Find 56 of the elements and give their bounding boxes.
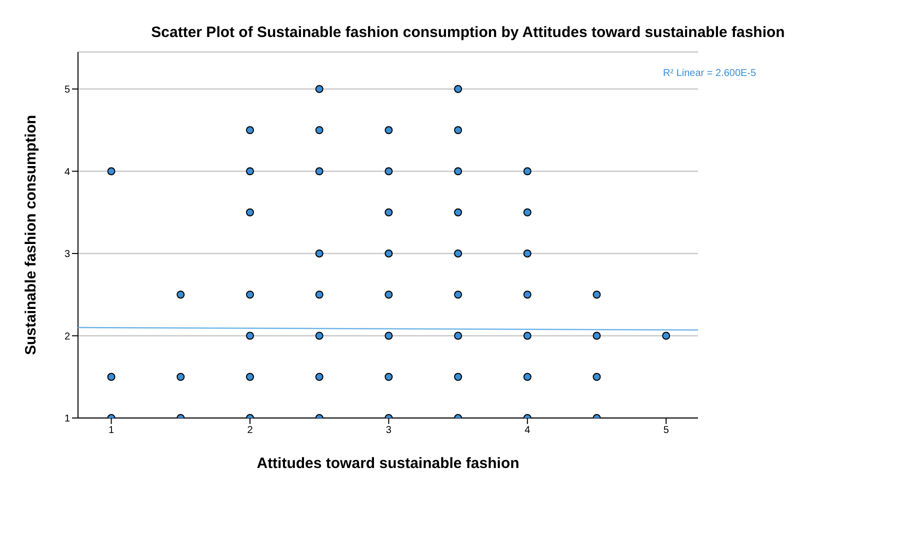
point [384,290,393,299]
y-tick-label: 3 [64,249,70,260]
point [315,332,324,340]
x-tick-label: 4 [524,425,531,436]
y-axis-title: Sustainable fashion consumption [22,114,40,356]
point [592,290,601,299]
point [523,167,532,176]
point [246,167,254,176]
point [246,332,254,340]
point [176,372,185,381]
y-tick-label: 5 [64,84,70,96]
point [107,372,116,381]
x-axis-title: Attitudes toward sustainable fashion [256,455,520,472]
point [523,372,532,381]
point [454,167,462,176]
point [246,372,254,381]
point [523,250,532,258]
x-tick-label: 1 [108,425,115,436]
point [315,85,324,94]
y-tick-label: 1 [64,414,70,425]
point [454,290,462,299]
point [454,250,462,258]
point [315,250,324,258]
point [384,372,393,381]
point [246,290,254,299]
point [454,332,462,340]
x-tick-label: 5 [663,425,670,436]
point [454,208,462,216]
point [592,372,601,381]
point [592,332,601,340]
point [384,250,393,258]
point [523,332,532,340]
point [384,208,393,216]
y-tick-label: 2 [64,331,70,342]
point [246,126,254,134]
x-tick-label: 2 [247,425,254,436]
point [315,372,324,381]
point [523,208,532,216]
point [384,332,393,340]
y-tick-label: 4 [64,166,70,178]
point [523,290,532,299]
point [454,126,462,134]
point [246,208,254,216]
point [662,332,670,340]
point [107,167,116,176]
point [384,167,393,176]
point [384,126,393,134]
chart-title: Scatter Plot of Sustainable fashion consumption by Attitudes toward sustainable fashion [150,24,786,41]
point [315,126,324,134]
point [176,290,185,299]
point [315,290,324,299]
point [454,372,462,381]
x-tick-label: 3 [386,425,392,436]
point [315,167,324,176]
annotation: R² Linear = 2.600E-5 [663,68,756,79]
point [454,85,462,94]
